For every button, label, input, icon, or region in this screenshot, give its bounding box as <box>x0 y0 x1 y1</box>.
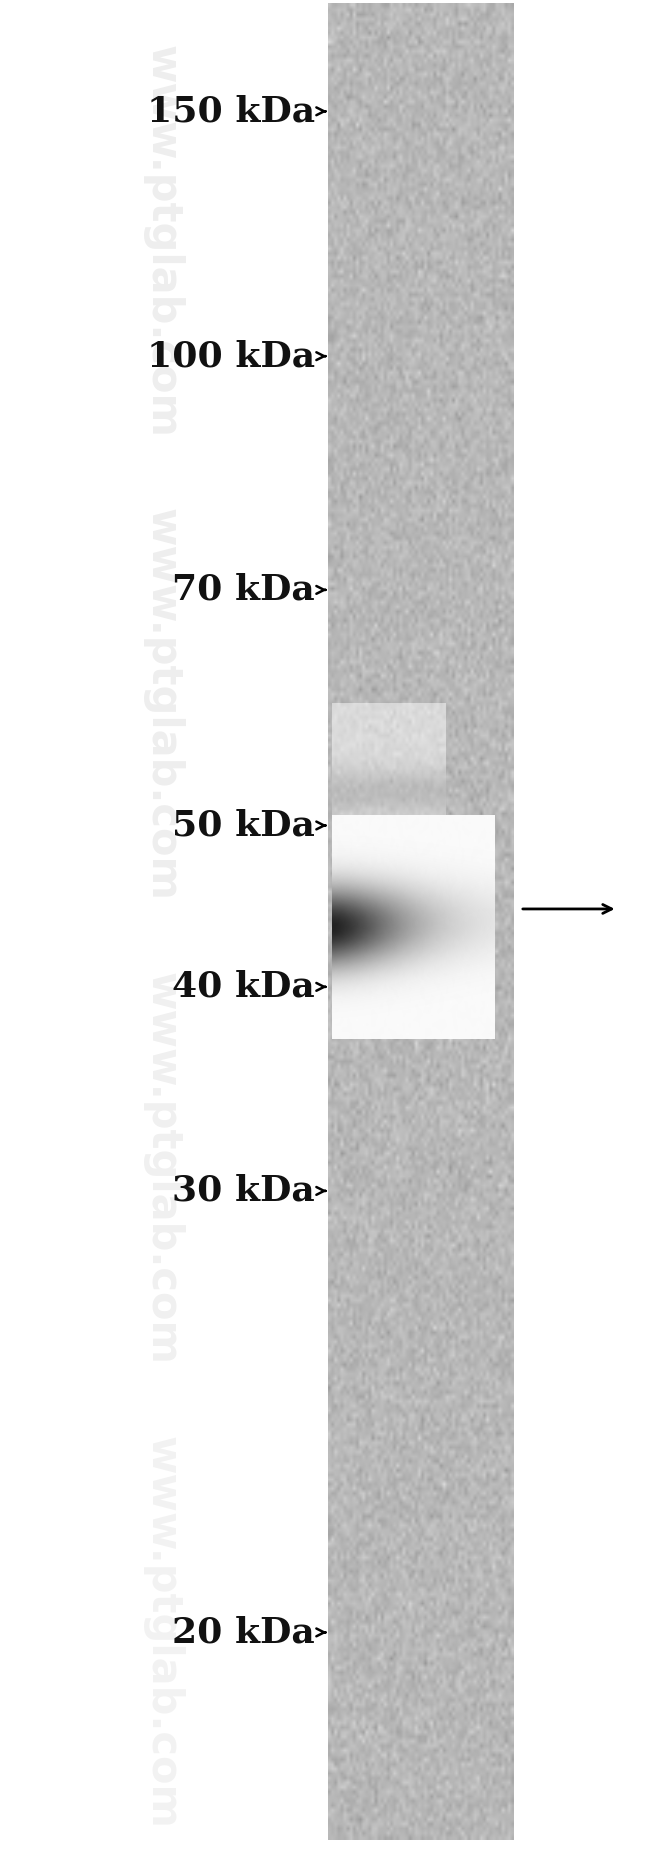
Text: 50 kDa: 50 kDa <box>172 809 315 842</box>
Text: 40 kDa: 40 kDa <box>172 970 315 1004</box>
Text: 70 kDa: 70 kDa <box>172 573 315 607</box>
Bar <box>328 4 514 1840</box>
Text: 100 kDa: 100 kDa <box>147 339 315 373</box>
Text: 30 kDa: 30 kDa <box>172 1174 315 1208</box>
Text: www.ptglab.com: www.ptglab.com <box>142 45 183 438</box>
Text: 20 kDa: 20 kDa <box>172 1616 315 1649</box>
Text: 150 kDa: 150 kDa <box>147 95 315 128</box>
Text: www.ptglab.com: www.ptglab.com <box>142 972 183 1365</box>
Text: www.ptglab.com: www.ptglab.com <box>142 1436 183 1829</box>
Text: www.ptglab.com: www.ptglab.com <box>142 508 183 902</box>
